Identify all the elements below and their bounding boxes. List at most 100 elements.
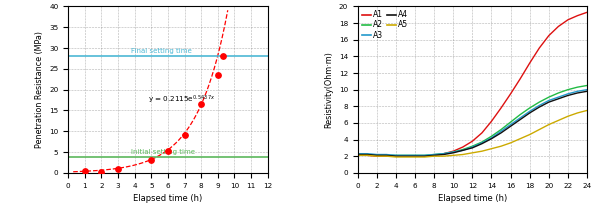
A2 <box>373 154 380 157</box>
A4 <box>526 112 533 114</box>
A1 <box>393 155 400 157</box>
A4 <box>555 97 562 100</box>
A5 <box>517 137 524 140</box>
A4 <box>421 155 428 157</box>
A2 <box>364 153 371 156</box>
A4 <box>565 94 572 97</box>
A3 <box>393 154 400 157</box>
A1 <box>383 155 390 157</box>
A1 <box>488 120 495 122</box>
A5 <box>565 115 572 118</box>
A2 <box>546 96 553 98</box>
A1 <box>526 62 533 64</box>
A2 <box>507 121 514 123</box>
X-axis label: Elapsed time (h): Elapsed time (h) <box>133 194 203 203</box>
A2 <box>584 84 591 87</box>
Line: A2: A2 <box>358 86 587 155</box>
A2 <box>574 86 581 88</box>
A3 <box>555 96 562 98</box>
Y-axis label: Resistivity(Ohm·m): Resistivity(Ohm·m) <box>324 51 333 128</box>
Line: A1: A1 <box>358 12 587 156</box>
A5 <box>373 155 380 157</box>
A3 <box>584 88 591 91</box>
Point <box>196 102 206 106</box>
A3 <box>431 153 438 156</box>
A5 <box>555 119 562 122</box>
A5 <box>507 141 514 144</box>
Point <box>146 159 156 162</box>
A4 <box>469 147 476 149</box>
A2 <box>421 154 428 157</box>
Point <box>218 55 228 58</box>
A5 <box>440 155 447 157</box>
A5 <box>421 156 428 158</box>
A1 <box>449 150 457 152</box>
A4 <box>412 155 419 157</box>
A5 <box>393 156 400 158</box>
A2 <box>517 113 524 116</box>
A4 <box>431 154 438 157</box>
A2 <box>383 154 390 157</box>
A1 <box>479 132 486 134</box>
A4 <box>440 153 447 156</box>
A1 <box>364 154 371 157</box>
A3 <box>498 130 505 133</box>
A5 <box>431 155 438 157</box>
A2 <box>555 92 562 94</box>
A5 <box>488 147 495 150</box>
A4 <box>488 137 495 140</box>
A4 <box>584 90 591 93</box>
A1 <box>546 34 553 37</box>
A2 <box>565 88 572 91</box>
A1 <box>402 155 409 157</box>
A5 <box>364 154 371 157</box>
A4 <box>546 101 553 103</box>
A2 <box>431 153 438 156</box>
A4 <box>393 155 400 157</box>
A3 <box>574 90 581 93</box>
Point <box>163 149 173 153</box>
A1 <box>440 152 447 155</box>
A1 <box>421 155 428 157</box>
A5 <box>574 112 581 114</box>
X-axis label: Elapsed time (h): Elapsed time (h) <box>438 194 507 203</box>
A4 <box>402 155 409 157</box>
A1 <box>565 19 572 21</box>
Legend: A1, A2, A3, A4, A5: A1, A2, A3, A4, A5 <box>360 9 410 41</box>
A1 <box>535 47 543 49</box>
A5 <box>546 123 553 126</box>
A3 <box>440 152 447 155</box>
A1 <box>498 107 505 109</box>
A3 <box>565 92 572 95</box>
A1 <box>354 154 361 157</box>
A4 <box>574 92 581 94</box>
A1 <box>459 146 466 148</box>
A2 <box>393 154 400 157</box>
Point <box>213 73 222 77</box>
A2 <box>488 135 495 138</box>
A4 <box>364 153 371 156</box>
A3 <box>517 117 524 119</box>
A3 <box>354 152 361 155</box>
A4 <box>507 125 514 127</box>
A2 <box>526 107 533 109</box>
A1 <box>584 11 591 14</box>
A5 <box>535 128 543 131</box>
A3 <box>412 154 419 157</box>
A3 <box>507 123 514 126</box>
A3 <box>546 99 553 102</box>
A4 <box>498 132 505 134</box>
A4 <box>383 154 390 157</box>
A3 <box>383 153 390 156</box>
A3 <box>535 104 543 107</box>
Point <box>97 170 106 174</box>
A5 <box>383 155 390 157</box>
A3 <box>488 137 495 139</box>
Point <box>80 169 90 172</box>
Text: y = 0.2115e$^{0.5437x}$: y = 0.2115e$^{0.5437x}$ <box>148 93 215 106</box>
A1 <box>373 155 380 157</box>
A1 <box>574 14 581 17</box>
A2 <box>469 145 476 148</box>
A1 <box>555 25 562 28</box>
A5 <box>354 154 361 157</box>
